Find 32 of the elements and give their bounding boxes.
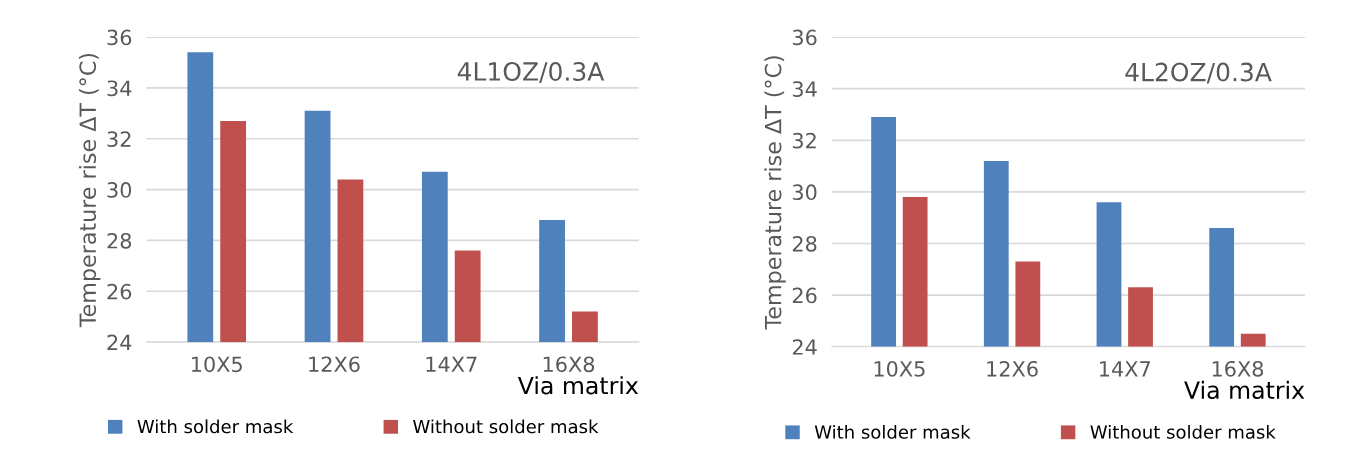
x-tick-label: 16X8 — [1212, 360, 1264, 377]
y-tick-label: 26 — [792, 287, 817, 304]
text: 4L2OZ/0.3A — [1125, 62, 1272, 84]
y-tick-label: 34 — [107, 80, 132, 97]
y-tick-label: 26 — [107, 283, 132, 300]
y-axis-title: Temperature rise ΔT (°C) — [764, 56, 786, 330]
x-axis-title: Via matrix — [517, 376, 639, 395]
y-tick-label: 24 — [792, 339, 817, 355]
y-tick-label: 36 — [792, 29, 817, 46]
x-tick-label: 12X6 — [987, 360, 1038, 377]
x-tick-label: 16X8 — [543, 356, 595, 373]
x-tick-label: 10X5 — [192, 356, 242, 373]
y-tick-label: 32 — [792, 132, 816, 149]
x-tick-label: 14X7 — [426, 356, 477, 372]
y-tick-label: 30 — [107, 182, 132, 198]
x-tick-label: 12X6 — [309, 356, 360, 373]
y-axis-title: Temperature rise ΔT (°C) — [78, 53, 101, 328]
y-tick-label: 36 — [107, 29, 132, 46]
x-tick-label: 14X7 — [1100, 361, 1150, 377]
x-tick-label: 10X5 — [874, 360, 925, 377]
y-tick-label: 32 — [107, 131, 131, 147]
y-tick-label: 28 — [107, 232, 132, 249]
x-axis-title: Via matrix — [1184, 380, 1305, 400]
y-tick-label: 28 — [792, 235, 817, 252]
y-tick-label: 24 — [107, 334, 132, 351]
legend-label: With solder mask — [814, 424, 971, 439]
y-tick-label: 30 — [792, 184, 817, 201]
legend-label: Without solder mask — [413, 419, 599, 434]
y-tick-label: 34 — [792, 81, 817, 97]
legend-label: With solder mask — [137, 419, 294, 434]
legend-label: Without solder mask — [1090, 424, 1276, 439]
text: 4L1OZ/0.3A — [457, 62, 605, 83]
